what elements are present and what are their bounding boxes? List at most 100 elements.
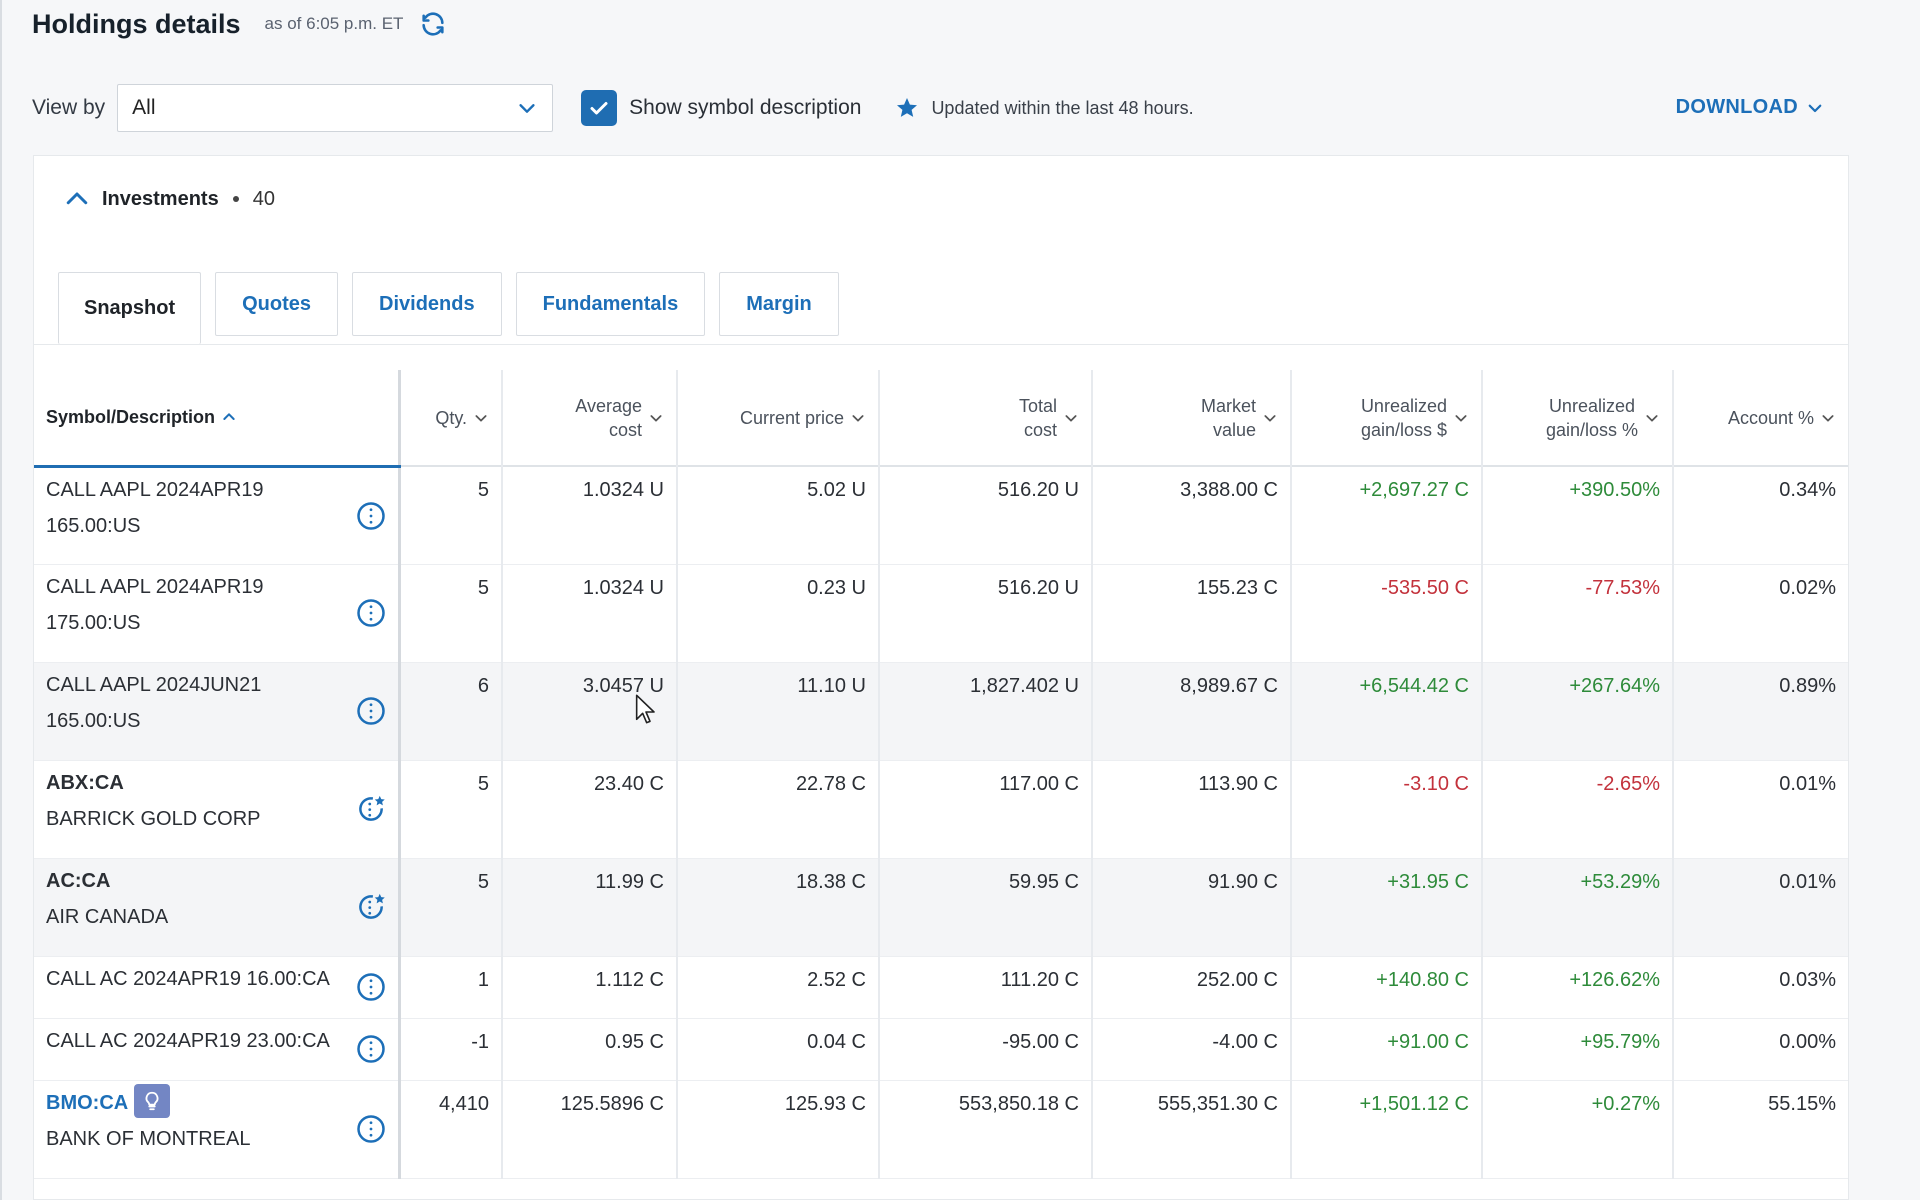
symbol-description: CALL AC 2024APR19 23.00:CA (46, 1029, 330, 1052)
average-cost-cell: 23.40 C (502, 760, 678, 859)
unrealized-gain-loss-percent-cell: +0.27% (1482, 1080, 1674, 1179)
total-cost-cell: 553,850.18 C (879, 1080, 1093, 1179)
column-unrealized-gain-loss-dollar[interactable]: Unrealized gain/loss $ (1291, 370, 1483, 466)
market-value-cell: 8,989.67 C (1092, 662, 1292, 761)
table-row: CALL AAPL 2024JUN21 165.00:US 6 3.0457 U… (34, 662, 1848, 761)
table-header-row: Symbol/Description Qty. Average cost Curr… (34, 370, 1848, 468)
account-percent-cell: 0.89% (1673, 662, 1848, 761)
symbol-link[interactable]: AC:CA (46, 869, 111, 892)
symbol-link[interactable]: ABX:CA (46, 771, 124, 794)
info-icon[interactable] (356, 1034, 386, 1064)
info-icon[interactable] (356, 501, 386, 531)
qty-cell: 5 (399, 466, 503, 565)
qty-cell: 4,410 (399, 1080, 503, 1179)
chevron-down-icon (1808, 104, 1822, 112)
info-star-icon[interactable] (356, 892, 386, 922)
market-value-cell: 252.00 C (1092, 956, 1292, 1019)
symbol-code: 165.00:US (46, 709, 141, 732)
show-symbol-description-checkbox[interactable] (581, 90, 618, 126)
lightbulb-icon (145, 1092, 159, 1111)
tab-fundamentals[interactable]: Fundamentals (515, 272, 706, 336)
checkmark-icon (590, 102, 608, 115)
tab-margin[interactable]: Margin (719, 272, 839, 336)
total-cost-cell: 516.20 U (879, 466, 1093, 565)
column-symbol-description[interactable]: Symbol/Description (34, 370, 401, 468)
symbol-cell: CALL AC 2024APR19 16.00:CA (34, 956, 401, 1019)
info-icon[interactable] (356, 972, 386, 1002)
market-value-cell: 555,351.30 C (1092, 1080, 1292, 1179)
chevron-down-icon (1065, 414, 1077, 422)
current-price-cell: 0.23 U (677, 564, 880, 663)
info-star-icon[interactable] (356, 794, 386, 824)
unrealized-gain-loss-dollar-cell: +1,501.12 C (1291, 1080, 1483, 1179)
current-price-cell: 18.38 C (677, 858, 880, 957)
symbol-description: CALL AAPL 2024APR19 (46, 575, 264, 598)
account-percent-cell: 0.00% (1673, 1018, 1848, 1081)
show-symbol-description-label[interactable]: Show symbol description (629, 96, 862, 119)
info-icon[interactable] (356, 598, 386, 628)
updated-note: Updated within the last 48 hours. (931, 97, 1194, 118)
symbol-cell: CALL AAPL 2024APR19 175.00:US (34, 564, 401, 663)
account-percent-cell: 0.34% (1673, 466, 1848, 565)
symbol-cell: BMO:CA BANK OF MONTREAL (34, 1080, 401, 1179)
investments-toggle[interactable]: Investments 40 (62, 184, 275, 214)
column-account-percent[interactable]: Account % (1673, 370, 1848, 466)
refresh-icon[interactable] (419, 10, 447, 38)
download-label: DOWNLOAD (1675, 96, 1798, 118)
chevron-down-icon (519, 104, 535, 113)
account-percent-cell: 55.15% (1673, 1080, 1848, 1179)
average-cost-cell: 125.5896 C (502, 1080, 678, 1179)
window-left-edge (0, 0, 2, 1200)
symbol-link[interactable]: BMO:CA (46, 1091, 129, 1114)
unrealized-gain-loss-percent-cell: -77.53% (1482, 564, 1674, 663)
tab-quotes[interactable]: Quotes (215, 272, 339, 336)
holdings-table: Symbol/Description Qty. Average cost Curr… (34, 370, 1848, 1179)
chevron-down-icon (475, 414, 487, 422)
account-percent-cell: 0.03% (1673, 956, 1848, 1019)
investments-panel: Investments 40 Snapshot Quotes Dividends… (33, 155, 1849, 1200)
table-row: CALL AAPL 2024APR19 165.00:US 5 1.0324 U… (34, 466, 1848, 565)
account-percent-cell: 0.01% (1673, 760, 1848, 859)
unrealized-gain-loss-dollar-cell: -535.50 C (1291, 564, 1483, 663)
page-header: Holdings details as of 6:05 p.m. ET (32, 6, 447, 42)
view-by-value: All (132, 96, 156, 119)
info-icon[interactable] (356, 1114, 386, 1144)
tab-dividends[interactable]: Dividends (352, 272, 502, 336)
current-price-cell: 0.04 C (677, 1018, 880, 1081)
table-row: AC:CA AIR CANADA 5 11.99 C 18.38 C 59.95… (34, 858, 1848, 957)
average-cost-cell: 0.95 C (502, 1018, 678, 1081)
symbol-description: CALL AAPL 2024APR19 (46, 478, 264, 501)
unrealized-gain-loss-dollar-cell: +2,697.27 C (1291, 466, 1483, 565)
page-title: Holdings details (32, 8, 241, 39)
column-current-price[interactable]: Current price (677, 370, 880, 466)
column-average-cost[interactable]: Average cost (502, 370, 678, 466)
info-icon[interactable] (356, 696, 386, 726)
symbol-description: AIR CANADA (46, 905, 169, 928)
tab-snapshot[interactable]: Snapshot (58, 272, 202, 344)
average-cost-cell: 11.99 C (502, 858, 678, 957)
market-value-cell: 155.23 C (1092, 564, 1292, 663)
total-cost-cell: 516.20 U (879, 564, 1093, 663)
total-cost-cell: 1,827.402 U (879, 662, 1093, 761)
unrealized-gain-loss-dollar-cell: +91.00 C (1291, 1018, 1483, 1081)
chevron-down-icon (1646, 414, 1658, 422)
unrealized-gain-loss-percent-cell: +95.79% (1482, 1018, 1674, 1081)
investments-count: 40 (252, 187, 275, 210)
unrealized-gain-loss-dollar-cell: +140.80 C (1291, 956, 1483, 1019)
current-price-cell: 125.93 C (677, 1080, 880, 1179)
chevron-down-icon (1455, 414, 1467, 422)
chevron-up-icon (66, 192, 88, 205)
symbol-cell: AC:CA AIR CANADA (34, 858, 401, 957)
view-by-select[interactable]: All (117, 84, 554, 132)
column-market-value[interactable]: Market value (1092, 370, 1292, 466)
idea-badge[interactable] (134, 1084, 171, 1119)
column-qty[interactable]: Qty. (399, 370, 503, 466)
download-button[interactable]: DOWNLOAD (1676, 96, 1824, 119)
column-total-cost[interactable]: Total cost (879, 370, 1093, 466)
chevron-up-icon (223, 413, 235, 421)
unrealized-gain-loss-percent-cell: +267.64% (1482, 662, 1674, 761)
table-row: BMO:CA BANK OF MONTREAL 4,410 125.5896 C… (34, 1080, 1848, 1179)
holdings-toolbar: View by All Show symbol description Upda… (32, 84, 1848, 132)
unrealized-gain-loss-dollar-cell: +6,544.42 C (1291, 662, 1483, 761)
column-unrealized-gain-loss-percent[interactable]: Unrealized gain/loss % (1482, 370, 1674, 466)
